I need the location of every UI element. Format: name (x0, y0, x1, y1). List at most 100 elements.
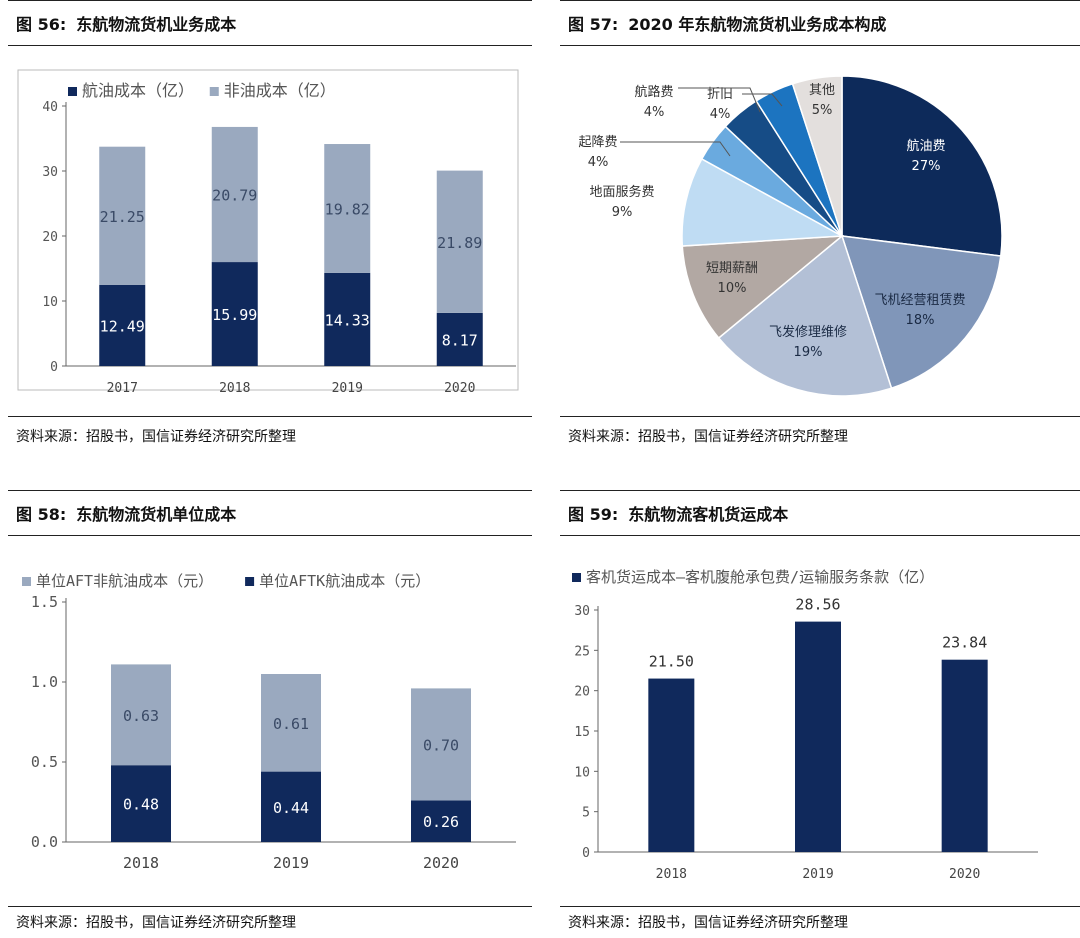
bar-segment (436, 312, 483, 366)
y-tick-label: 0 (50, 360, 58, 375)
pie-slice (841, 75, 1003, 257)
bar-segment (111, 664, 171, 766)
bar-segment (261, 674, 321, 772)
data-label: 14.33 (325, 311, 370, 329)
x-tick-label: 2019 (273, 854, 309, 872)
slice-label: 起降费 (578, 135, 617, 150)
y-tick-label: 0.0 (31, 833, 58, 851)
legend-label: 客机货运成本—客机腹舱承包费/运输服务条款（亿） (586, 568, 934, 586)
y-tick-label: 0 (582, 846, 590, 861)
figure-56: 图 56: 东航物流货机业务成本 0 10 20 30 40 12.49 21.25 2017… (8, 0, 532, 454)
slice-percent: 19% (794, 345, 823, 360)
chart-56: 0 10 20 30 40 12.49 21.25 2017 15.99 20.79 2018 14.… (8, 46, 532, 416)
x-tick-label: 2019 (802, 867, 833, 882)
y-tick-label: 1.0 (31, 673, 58, 691)
data-label: 21.25 (100, 208, 145, 226)
data-label: 20.79 (212, 186, 257, 204)
y-tick-label: 10 (42, 295, 58, 310)
bar-segment (99, 146, 146, 285)
slice-label: 航油费 (906, 138, 945, 154)
chart-59: 0 5 10 15 20 25 30 21.50 2018 28.56 2019 23.84 2020 客… (560, 536, 1080, 906)
source-note: 资料来源：招股书，国信证券经济研究所整理 (560, 416, 1080, 454)
y-tick-label: 20 (574, 685, 590, 700)
legend-label: 单位AFTK航油成本（元） (259, 572, 430, 590)
data-label: 12.49 (100, 317, 145, 335)
y-tick-label: 25 (574, 644, 590, 659)
figure-57: 图 57: 2020 年东航物流货机业务成本构成 航油费 27% 飞机经营租赁费 18… (560, 0, 1080, 454)
chart-58: 0.0 0.5 1.0 1.5 0.48 0.63 2018 0.44 0.61 2019 0.26… (8, 536, 532, 906)
x-tick-label: 2019 (332, 381, 363, 396)
slice-percent: 4% (644, 105, 665, 120)
slice-percent: 18% (906, 313, 935, 328)
bar-segment (324, 272, 371, 366)
x-tick-label: 2018 (219, 381, 250, 396)
data-label: 19.82 (325, 200, 370, 218)
bar-segment (411, 800, 471, 842)
bar-segment (411, 688, 471, 801)
data-label: 0.44 (273, 799, 309, 817)
figure-title: 图 57: 2020 年东航物流货机业务成本构成 (560, 0, 1080, 46)
figure-title-text: 2020 年东航物流货机业务成本构成 (628, 15, 887, 34)
pie-slice (681, 235, 845, 340)
y-tick-label: 1.5 (31, 593, 58, 611)
bar-segment (648, 678, 695, 852)
source-note: 资料来源：招股书，国信证券经济研究所整理 (560, 906, 1080, 936)
figure-58: 图 58: 东航物流货机单位成本 0.0 0.5 1.0 1.5 0.48 0.63 201… (8, 490, 532, 936)
plot-frame (17, 69, 519, 391)
bar-segment (324, 144, 371, 273)
pie-slice (681, 157, 845, 247)
figure-number: 图 56: (16, 15, 67, 34)
figure-number: 图 58: (16, 505, 67, 524)
data-label: 0.26 (423, 813, 459, 831)
bar-segment (211, 126, 258, 263)
legend-label: 非油成本（亿） (224, 81, 336, 100)
figure-number: 图 57: (568, 15, 619, 34)
data-label: 8.17 (442, 331, 478, 349)
y-tick-label: 30 (42, 165, 58, 180)
bar-chart: 0 5 10 15 20 25 30 21.50 2018 28.56 2019 23.84 2020 客… (572, 568, 1038, 882)
bar-segment (99, 284, 146, 366)
slice-label: 折旧 (707, 87, 733, 102)
bar-segment (211, 262, 258, 366)
slice-percent: 4% (710, 107, 731, 122)
legend-label: 单位AFT非航油成本（元） (36, 572, 213, 590)
data-label: 0.61 (273, 715, 309, 733)
source-note: 资料来源：招股书，国信证券经济研究所整理 (8, 416, 532, 454)
data-label: 28.56 (795, 596, 840, 614)
slice-percent: 10% (718, 281, 747, 296)
stacked-bar-chart: 0.0 0.5 1.0 1.5 0.48 0.63 2018 0.44 0.61 2019 0.26… (22, 572, 516, 872)
data-label: 21.50 (649, 653, 694, 671)
x-tick-label: 2018 (656, 867, 687, 882)
pie-slice (840, 235, 1002, 390)
leader-line (620, 141, 731, 157)
slice-label: 其他 (809, 83, 835, 98)
data-label: 0.63 (123, 707, 159, 725)
stacked-bar-chart: 0 10 20 30 40 12.49 21.25 2017 15.99 20.79 2018 14.… (17, 69, 519, 396)
slice-percent: 4% (588, 155, 609, 170)
y-tick-label: 40 (42, 100, 58, 115)
y-tick-label: 15 (574, 725, 590, 740)
bar-segment (261, 771, 321, 842)
bar-segment (111, 765, 171, 842)
data-label: 0.48 (123, 796, 159, 814)
slice-label: 短期薪酬 (706, 261, 758, 276)
figure-number: 图 59: (568, 505, 619, 524)
data-label: 21.89 (437, 234, 482, 252)
pie-slice (791, 75, 843, 237)
leader-line (678, 87, 761, 113)
figure-title: 图 59: 东航物流客机货运成本 (560, 490, 1080, 536)
y-tick-label: 20 (42, 230, 58, 245)
slice-label: 地面服务费 (589, 184, 654, 200)
x-tick-label: 2020 (444, 381, 475, 396)
data-label: 0.70 (423, 736, 459, 754)
bar-segment (436, 170, 483, 313)
slice-percent: 9% (612, 205, 633, 220)
legend-swatch (245, 577, 255, 586)
y-tick-label: 30 (574, 604, 590, 619)
data-label: 23.84 (942, 634, 987, 652)
x-tick-label: 2017 (107, 381, 138, 396)
legend-swatch (572, 573, 581, 582)
leader-line (742, 93, 783, 107)
legend-label: 航油成本（亿） (82, 81, 194, 100)
y-tick-label: 5 (582, 806, 590, 821)
